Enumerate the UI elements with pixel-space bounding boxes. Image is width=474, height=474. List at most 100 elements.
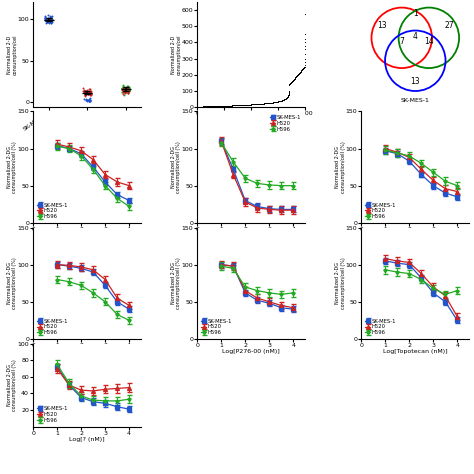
Point xyxy=(224,102,232,109)
Point xyxy=(226,102,234,109)
Point xyxy=(246,101,254,109)
Point xyxy=(288,78,296,85)
Point xyxy=(227,102,235,109)
Point xyxy=(279,97,286,104)
Point xyxy=(221,102,228,109)
Point xyxy=(239,101,246,109)
Point xyxy=(200,103,207,110)
Point xyxy=(255,100,263,108)
Point xyxy=(227,102,235,109)
Point xyxy=(240,101,248,109)
Point xyxy=(236,101,244,109)
Point xyxy=(225,102,232,109)
Point xyxy=(251,100,259,108)
Point xyxy=(205,102,212,110)
Point xyxy=(256,100,264,108)
Point xyxy=(247,100,255,108)
Point xyxy=(272,98,280,106)
Point xyxy=(299,65,307,73)
Point xyxy=(295,70,302,77)
Point xyxy=(205,102,213,110)
Point xyxy=(225,102,233,109)
Point xyxy=(265,99,273,107)
Point xyxy=(261,100,269,107)
Point xyxy=(230,101,238,109)
Point xyxy=(238,101,246,109)
Point xyxy=(241,101,248,109)
Point xyxy=(264,100,272,107)
Point xyxy=(250,100,258,108)
Point xyxy=(223,102,230,109)
Point xyxy=(249,100,256,108)
Point xyxy=(259,100,267,108)
Point xyxy=(222,102,230,109)
Point xyxy=(80,87,87,95)
Point xyxy=(216,102,224,110)
Point xyxy=(236,101,243,109)
Point xyxy=(224,102,232,109)
Point xyxy=(233,101,240,109)
Point xyxy=(262,100,269,107)
Point xyxy=(255,100,263,108)
Point xyxy=(213,102,221,110)
Point xyxy=(228,102,235,109)
Point xyxy=(278,97,285,104)
Point xyxy=(220,102,228,109)
Point xyxy=(286,81,293,88)
Point xyxy=(248,100,255,108)
Point xyxy=(230,101,237,109)
Point xyxy=(297,68,305,75)
Point xyxy=(204,102,211,110)
Point xyxy=(194,103,201,110)
Point xyxy=(289,77,297,84)
Point xyxy=(266,99,274,107)
Point xyxy=(212,102,219,110)
Point xyxy=(271,98,279,106)
Point xyxy=(226,102,233,109)
Point xyxy=(227,102,235,109)
Point xyxy=(216,102,223,110)
Point xyxy=(285,91,292,99)
Point xyxy=(43,18,51,26)
Point xyxy=(251,100,259,108)
Point xyxy=(224,102,231,109)
Point xyxy=(272,98,279,106)
Point xyxy=(287,79,294,87)
Point xyxy=(222,102,230,109)
Point xyxy=(201,103,209,110)
Point xyxy=(227,102,235,109)
Point xyxy=(267,99,274,107)
Point xyxy=(207,102,215,110)
Point xyxy=(238,101,246,109)
Point xyxy=(226,102,233,109)
Point xyxy=(257,100,264,108)
Point xyxy=(230,101,237,109)
Point xyxy=(222,102,230,109)
Point xyxy=(240,101,248,109)
Point xyxy=(291,74,299,82)
Point xyxy=(299,65,307,73)
Point xyxy=(270,99,278,106)
Point xyxy=(265,99,273,107)
Point xyxy=(297,68,304,75)
Point xyxy=(230,101,237,109)
Point xyxy=(284,92,292,100)
Point xyxy=(204,102,211,110)
Point xyxy=(222,102,229,109)
Point xyxy=(275,98,283,105)
Point xyxy=(196,103,203,110)
Point xyxy=(264,100,271,107)
Point xyxy=(289,77,296,85)
Point xyxy=(248,100,256,108)
Point xyxy=(228,102,236,109)
Point xyxy=(262,100,270,107)
Point xyxy=(231,101,239,109)
Point xyxy=(283,94,290,102)
Point xyxy=(266,99,274,107)
Point xyxy=(236,101,243,109)
Point xyxy=(215,102,222,110)
Point xyxy=(218,102,225,109)
Point xyxy=(87,91,94,99)
Point xyxy=(243,101,250,109)
Point xyxy=(271,99,278,106)
